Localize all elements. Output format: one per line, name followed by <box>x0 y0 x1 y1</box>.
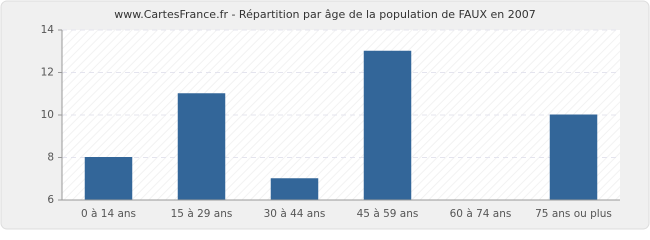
y-tick-label: 10 <box>41 109 54 121</box>
y-tick-label: 14 <box>41 24 55 36</box>
chart-title: www.CartesFrance.fr - Répartition par âg… <box>114 8 535 21</box>
x-tick-label: 15 à 29 ans <box>171 208 233 220</box>
x-tick-label: 45 à 59 ans <box>357 208 419 220</box>
bar <box>363 50 412 201</box>
y-tick-label: 8 <box>47 152 54 164</box>
page: www.CartesFrance.fr - Répartition par âg… <box>0 0 650 230</box>
bar <box>549 114 598 201</box>
bar <box>270 178 319 201</box>
x-tick-label: 30 à 44 ans <box>264 208 326 220</box>
y-tick-label: 12 <box>41 67 54 79</box>
bar <box>177 93 226 201</box>
x-tick-label: 0 à 14 ans <box>81 208 136 220</box>
bar <box>84 157 133 201</box>
chart: www.CartesFrance.fr - Répartition par âg… <box>0 0 650 230</box>
x-tick-label: 75 ans ou plus <box>535 208 612 220</box>
y-tick-label: 6 <box>47 194 54 206</box>
x-tick-label: 60 à 74 ans <box>450 208 512 220</box>
